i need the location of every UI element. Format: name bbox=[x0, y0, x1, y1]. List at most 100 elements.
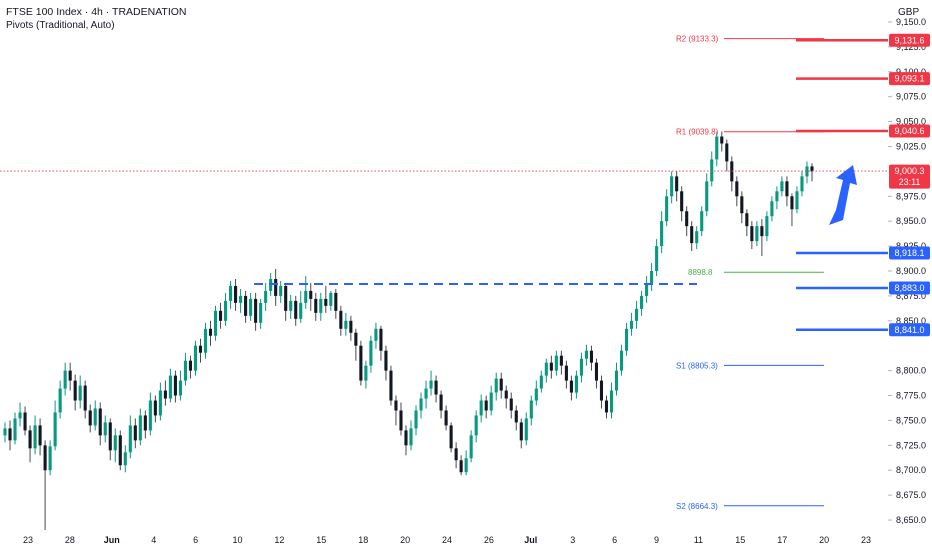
candle-body bbox=[319, 298, 323, 313]
up-arrow-icon[interactable] bbox=[829, 165, 857, 225]
candle-body bbox=[775, 191, 779, 202]
candle-body bbox=[384, 350, 388, 371]
x-tick-label: 9 bbox=[654, 535, 659, 545]
candle-body bbox=[599, 380, 604, 401]
candle-body bbox=[685, 211, 689, 227]
candle-body bbox=[594, 362, 599, 381]
resistance-price-label-bg bbox=[889, 124, 930, 138]
candle-body bbox=[163, 390, 167, 399]
x-tick-label: 10 bbox=[232, 535, 242, 545]
candle-body bbox=[660, 221, 664, 247]
x-tick-label: 6 bbox=[193, 535, 198, 545]
candle-body bbox=[624, 328, 629, 351]
candles-layer bbox=[3, 131, 814, 531]
candle-body bbox=[800, 176, 804, 192]
candle-body bbox=[133, 425, 137, 441]
currency-label[interactable]: GBP bbox=[898, 7, 920, 18]
candle-body bbox=[650, 271, 654, 283]
candle-body bbox=[609, 390, 614, 413]
x-tick-label: 15 bbox=[735, 535, 745, 545]
candle-body bbox=[289, 300, 293, 311]
candle-body bbox=[524, 418, 528, 441]
candle-body bbox=[203, 328, 208, 353]
resistance-price-label-bg bbox=[889, 72, 930, 86]
candle-body bbox=[499, 378, 503, 391]
candle-body bbox=[464, 458, 468, 473]
x-tick-label: 28 bbox=[65, 535, 75, 545]
support-price-label: 8,841.0 bbox=[894, 325, 924, 335]
candle-body bbox=[249, 298, 253, 316]
candle-body bbox=[424, 388, 428, 399]
candle-body bbox=[128, 425, 132, 453]
indicator-label[interactable]: Pivots (Traditional, Auto) bbox=[6, 20, 115, 31]
candle-body bbox=[725, 143, 729, 162]
candle-body bbox=[68, 370, 72, 381]
price-axis[interactable]: 9,150.0 9,125.0 9,100.0 9,075.0 9,050.0 9,025… bbox=[888, 17, 930, 525]
candle-body bbox=[13, 418, 17, 441]
candle-body bbox=[469, 435, 473, 459]
candle-body bbox=[670, 176, 674, 197]
candle-body bbox=[138, 415, 142, 441]
candle-body bbox=[334, 292, 338, 311]
y-tick-label: 8,800.0 bbox=[896, 366, 926, 376]
candle-body bbox=[339, 310, 343, 329]
candle-body bbox=[43, 445, 47, 471]
candle-body bbox=[239, 295, 243, 303]
x-tick-label: Jun bbox=[104, 535, 120, 545]
candle-body bbox=[53, 412, 57, 447]
candle-body bbox=[529, 400, 533, 419]
y-tick-label: 8,925.0 bbox=[896, 241, 926, 251]
candle-body bbox=[635, 308, 639, 321]
candle-body bbox=[640, 295, 644, 309]
candle-body bbox=[539, 375, 543, 389]
time-axis[interactable]: 23 28 Jun 4 6 10 12 15 18 20 24 26 Jul 3 6 9 11 15 17 20 23 bbox=[23, 535, 871, 545]
candle-body bbox=[494, 378, 498, 393]
candle-body bbox=[479, 400, 483, 416]
y-tick-label: 9,025.0 bbox=[896, 141, 926, 151]
candle-body bbox=[770, 201, 774, 217]
y-tick-label: 9,150.0 bbox=[896, 17, 926, 27]
candle-body bbox=[564, 365, 568, 381]
candle-body bbox=[429, 380, 433, 389]
candle-body bbox=[805, 166, 809, 177]
y-tick-label: 8,900.0 bbox=[896, 266, 926, 276]
y-tick-label: 8,675.0 bbox=[896, 490, 926, 500]
candle-body bbox=[579, 358, 583, 376]
candle-body bbox=[780, 181, 784, 192]
candle-body bbox=[484, 400, 488, 411]
candle-body bbox=[514, 410, 518, 423]
candle-body bbox=[379, 328, 383, 351]
candle-body bbox=[359, 345, 363, 381]
candle-body bbox=[198, 345, 203, 353]
x-tick-label: 20 bbox=[819, 535, 829, 545]
support-price-label: 8,883.0 bbox=[894, 283, 924, 293]
support-price-label: 8,918.1 bbox=[894, 248, 924, 258]
x-tick-label: 15 bbox=[316, 535, 326, 545]
candle-body bbox=[720, 136, 724, 144]
candle-body bbox=[8, 428, 12, 441]
candle-body bbox=[48, 446, 52, 471]
candle-body bbox=[108, 422, 112, 451]
candle-body bbox=[143, 415, 147, 431]
candle-body bbox=[118, 435, 122, 466]
resistance-price-label-bg bbox=[889, 33, 930, 47]
candle-body bbox=[193, 345, 198, 371]
support-price-label-bg bbox=[889, 281, 930, 295]
annotation-layer bbox=[0, 39, 888, 332]
candle-body bbox=[93, 408, 97, 426]
candle-body bbox=[705, 181, 709, 212]
candle-body bbox=[404, 430, 408, 446]
candle-body bbox=[259, 302, 263, 323]
x-tick-label: 17 bbox=[777, 535, 787, 545]
candle-body bbox=[790, 196, 794, 210]
candle-body bbox=[434, 380, 438, 395]
x-tick-label: Jul bbox=[524, 535, 537, 545]
x-tick-label: 26 bbox=[484, 535, 494, 545]
candle-body bbox=[23, 412, 27, 431]
candle-body bbox=[369, 340, 373, 366]
candle-body bbox=[314, 298, 318, 313]
candle-body bbox=[78, 385, 82, 401]
pivot-label-s1: S1 (8805.3) bbox=[676, 361, 718, 370]
candle-body bbox=[680, 191, 684, 212]
